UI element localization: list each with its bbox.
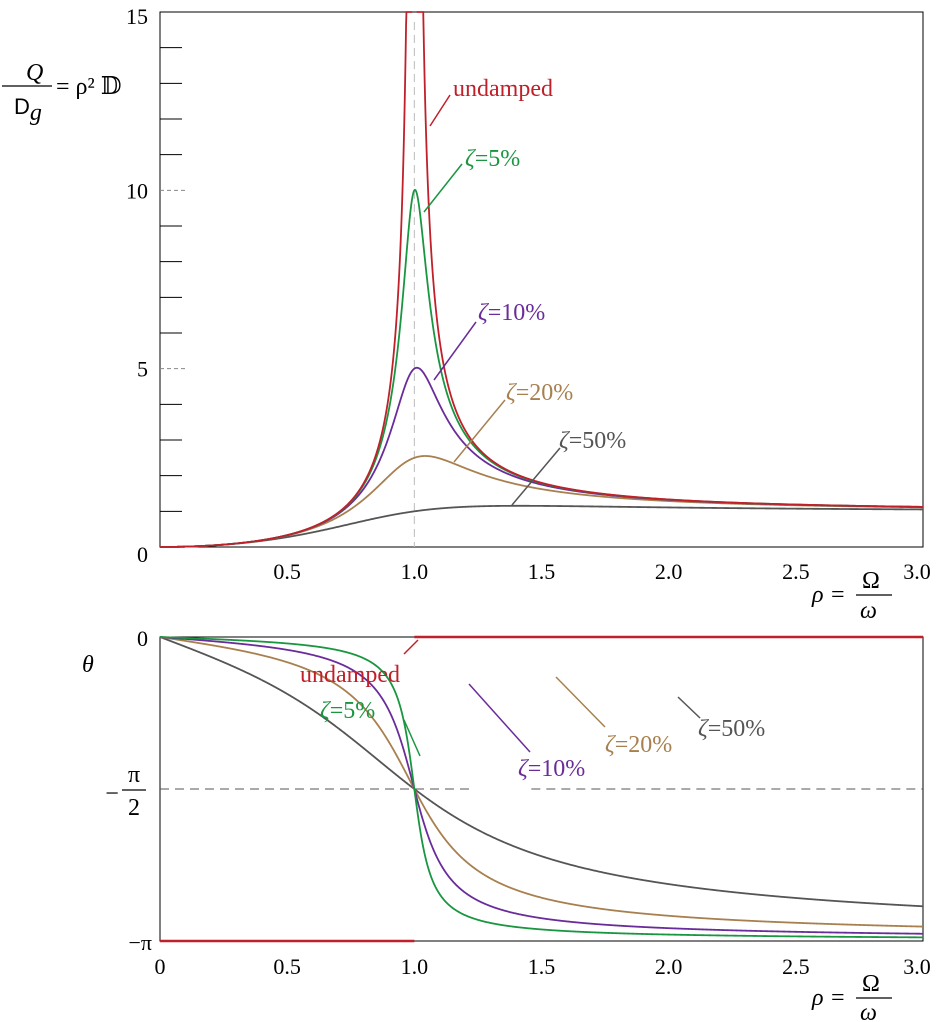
- amplitude-curve-undamped: [160, 11, 924, 548]
- label-zeta-10: ζ=10%: [478, 300, 545, 326]
- amplitude-y-axis-label: Q Dg = ρ² 𝔻: [2, 60, 122, 126]
- phase-curve-zeta-10: [159, 636, 924, 935]
- amplitude-y-tick-labels: 0 5 10 15: [126, 4, 148, 567]
- phase-leader-zeta-50: [677, 696, 701, 719]
- y-label-numerator: Q: [26, 60, 43, 86]
- amplitude-y-tick-label: 0: [137, 542, 148, 567]
- amplitude-x-axis-label: ρ = Ω ω: [811, 568, 892, 624]
- amplitude-y-tick-label: 10: [126, 178, 148, 203]
- phase-x-tick-label: 1.5: [528, 954, 556, 979]
- y-label-rhs: = ρ² 𝔻: [56, 74, 122, 100]
- phase-curve-zeta-50: [159, 636, 924, 908]
- phase-y-tick-0: 0: [137, 626, 148, 651]
- phase-x-label-denominator: ω: [860, 1000, 877, 1022]
- amplitude-chart: 0.5 1.0 1.5 2.0 2.5 3.0 0 5 10 15 Q Dg = ρ² 𝔻 ρ …: [2, 4, 931, 624]
- amplitude-y-tick-label: 5: [137, 357, 148, 382]
- phase-x-tick-label: 0.5: [273, 954, 301, 979]
- x-label-denominator: ω: [860, 598, 877, 624]
- amplitude-y-tick-label: 15: [126, 4, 148, 29]
- phase-x-tick-label: 2.0: [655, 954, 683, 979]
- leader-zeta-50: [511, 447, 561, 506]
- phase-y-axis-label: θ: [82, 652, 94, 678]
- y-label-denominator: Dg: [14, 94, 42, 126]
- amplitude-annotations: undamped ζ=5% ζ=10% ζ=20% ζ=50%: [423, 76, 626, 506]
- phase-label-zeta-20: ζ=20%: [605, 732, 672, 758]
- phase-y-tick-labels: 0 − π 2 −π: [105, 626, 152, 955]
- phase-x-label-lhs: ρ =: [811, 985, 846, 1011]
- phase-curve-undamped: [160, 635, 923, 943]
- phase-label-undamped: undamped: [300, 662, 400, 688]
- phase-label-zeta-5: ζ=5%: [320, 698, 375, 724]
- leader-zeta-10: [433, 321, 477, 381]
- phase-annotations: undamped ζ=5% ζ=10% ζ=20% ζ=50%: [300, 639, 765, 782]
- phase-x-tick-labels: 0 0.5 1.0 1.5 2.0 2.5 3.0: [155, 954, 931, 979]
- leader-undamped: [429, 94, 451, 127]
- amplitude-x-tick-label: 3.0: [903, 559, 931, 584]
- amplitude-x-tick-label: 2.5: [782, 559, 810, 584]
- amplitude-x-tick-labels: 0.5 1.0 1.5 2.0 2.5 3.0: [273, 559, 930, 584]
- amplitude-x-tick-label: 0.5: [273, 559, 301, 584]
- amplitude-plot-frame: [159, 11, 924, 548]
- x-label-numerator: Ω: [862, 568, 880, 594]
- amplitude-curve-zeta-50: [160, 504, 923, 548]
- phase-x-tick-label: 3.0: [903, 954, 931, 979]
- phase-x-tick-label: 1.0: [401, 954, 429, 979]
- phase-label-zeta-10: ζ=10%: [518, 756, 585, 782]
- label-zeta-5: ζ=5%: [465, 146, 520, 172]
- phase-y-tick-pi-den: 2: [128, 795, 140, 821]
- amplitude-x-tick-label: 1.5: [528, 559, 556, 584]
- amplitude-x-tick-label: 2.0: [655, 559, 683, 584]
- phase-y-tick-minus-pi: −π: [128, 930, 152, 955]
- phase-y-tick-minus-sign: −: [105, 781, 119, 807]
- phase-x-label-numerator: Ω: [862, 971, 880, 997]
- phase-leader-zeta-10: [468, 683, 531, 753]
- phase-curve-zeta-5: [159, 636, 923, 939]
- x-label-lhs: ρ =: [811, 582, 846, 608]
- phase-y-tick-pi-num: π: [128, 762, 140, 788]
- phase-label-zeta-50: ζ=50%: [698, 716, 765, 742]
- phase-leader-zeta-20: [555, 676, 606, 728]
- phase-x-axis-label: ρ = Ω ω: [811, 971, 892, 1022]
- amplitude-x-tick-label: 1.0: [401, 559, 429, 584]
- label-undamped: undamped: [453, 76, 553, 102]
- leader-zeta-5: [423, 163, 463, 213]
- leader-zeta-20: [453, 399, 506, 463]
- phase-chart: 0 0.5 1.0 1.5 2.0 2.5 3.0 0 − π 2 −π θ ρ = Ω ω…: [82, 626, 931, 1022]
- phase-curves: [159, 635, 924, 943]
- phase-curve-zeta-20: [159, 636, 924, 928]
- label-zeta-20: ζ=20%: [506, 380, 573, 406]
- phase-x-tick-label: 0: [155, 954, 166, 979]
- phase-leader-undamped: [403, 639, 419, 655]
- phase-x-tick-label: 2.5: [782, 954, 810, 979]
- amplitude-minor-ticks: [160, 47, 188, 512]
- amplitude-curves: [160, 11, 924, 548]
- label-zeta-50: ζ=50%: [559, 428, 626, 454]
- amplitude-curve-zeta-5: [160, 188, 923, 548]
- phase-leader-zeta-5: [403, 719, 421, 757]
